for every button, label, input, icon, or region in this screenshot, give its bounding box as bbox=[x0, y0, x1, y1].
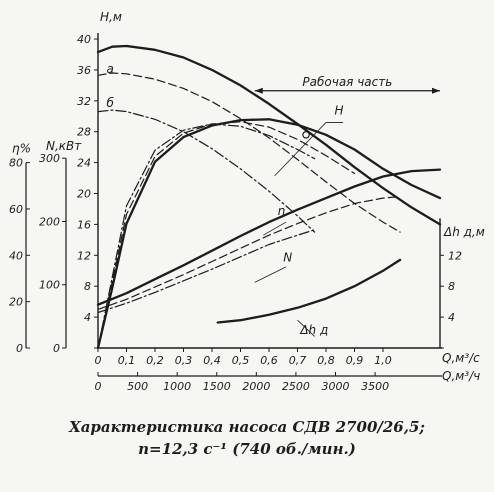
series-line-7 bbox=[97, 196, 401, 310]
arrow-left-head bbox=[254, 87, 263, 94]
y-tick-label: 40 bbox=[77, 33, 91, 46]
power-axis-title: N,кВт bbox=[46, 139, 82, 153]
x2-tick-label: 1500 bbox=[203, 380, 231, 393]
y-tick-label: 4 bbox=[84, 311, 91, 324]
series-line-8 bbox=[97, 229, 316, 314]
curve-label-b: б bbox=[107, 96, 115, 110]
x-tick-label: 0 bbox=[95, 354, 102, 367]
y-axis-title: H,м bbox=[100, 10, 122, 24]
x2-axis-title: Q,м³/ч bbox=[442, 369, 480, 383]
eta-tick-label: 60 bbox=[9, 203, 23, 216]
y-tick-label: 28 bbox=[77, 126, 91, 139]
series-line-0 bbox=[96, 44, 442, 226]
x-tick-label: 0,9 bbox=[346, 354, 364, 367]
curve-label-n: N bbox=[283, 250, 292, 264]
series-line-3 bbox=[96, 118, 442, 350]
y-tick-label: 20 bbox=[77, 188, 91, 201]
curve-label-eta: η bbox=[278, 204, 286, 218]
x2-tick-label: 3500 bbox=[361, 380, 389, 393]
x-tick-label: 1,0 bbox=[374, 354, 392, 367]
x2-tick-label: 2500 bbox=[282, 380, 310, 393]
curves bbox=[96, 44, 442, 350]
y-tick-label: 8 bbox=[84, 280, 91, 293]
eta-tick-label: 80 bbox=[9, 157, 23, 170]
dh-axis-title: Δh д,м bbox=[443, 225, 485, 239]
working-range-label: Рабочая часть bbox=[302, 75, 392, 89]
x2-tick-label: 500 bbox=[127, 380, 148, 393]
x-tick-label: 0,3 bbox=[175, 354, 193, 367]
leader-h bbox=[274, 122, 327, 177]
series-line-9 bbox=[216, 258, 402, 324]
x-tick-label: 0,5 bbox=[232, 354, 250, 367]
power-tick-label: 300 bbox=[39, 152, 60, 165]
eta-tick-label: 0 bbox=[16, 342, 23, 355]
dh-tick-label: 4 bbox=[448, 311, 455, 324]
eta-axis-title: η% bbox=[12, 142, 31, 156]
y-tick-label: 12 bbox=[77, 249, 91, 262]
dh-tick-label: 8 bbox=[448, 280, 455, 293]
x2-tick-label: 1000 bbox=[163, 380, 191, 393]
chart-title: Характеристика насоса СДВ 2700/26,5; bbox=[69, 418, 425, 436]
series-line-5 bbox=[97, 123, 316, 349]
h-curve-marker bbox=[302, 130, 310, 139]
curve-label-dh: Δh д bbox=[299, 323, 328, 337]
x2-tick-label: 3000 bbox=[322, 380, 350, 393]
y-tick-label: 36 bbox=[77, 64, 91, 77]
power-tick-label: 200 bbox=[39, 215, 60, 228]
leader-dh bbox=[297, 319, 315, 337]
x2-tick-label: 0 bbox=[95, 380, 102, 393]
x-tick-label: 0,1 bbox=[118, 354, 136, 367]
curve-label-h: H bbox=[335, 104, 344, 118]
x2-tick-label: 2000 bbox=[242, 380, 270, 393]
x-tick-label: 0,2 bbox=[146, 354, 164, 367]
y-tick-label: 16 bbox=[77, 218, 91, 231]
dh-tick-label: 12 bbox=[448, 249, 462, 262]
arrow-right-head bbox=[432, 87, 440, 94]
eta-tick-label: 40 bbox=[9, 249, 23, 262]
power-tick-label: 0 bbox=[53, 342, 60, 355]
leader-eta bbox=[263, 221, 287, 236]
y-tick-label: 24 bbox=[77, 157, 91, 170]
y-tick-label: 32 bbox=[77, 95, 91, 108]
x-tick-label: 0,6 bbox=[260, 354, 278, 367]
power-tick-label: 100 bbox=[39, 279, 60, 292]
x-tick-label: 0,8 bbox=[317, 354, 335, 367]
series-line-1 bbox=[97, 72, 401, 233]
chart-subtitle: n=12,3 с⁻¹ (740 об./мин.) bbox=[138, 440, 356, 458]
labels: Рабочая часть а б Hη N Δh д bbox=[107, 62, 440, 337]
series-line-6 bbox=[96, 168, 442, 306]
x-axis-title: Q,м³/с bbox=[442, 351, 480, 365]
series-line-2 bbox=[97, 109, 316, 233]
series-line-4 bbox=[97, 121, 356, 349]
leader-n bbox=[254, 266, 287, 283]
x-tick-label: 0,7 bbox=[289, 354, 307, 367]
x-tick-label: 0,4 bbox=[203, 354, 221, 367]
curve-label-a: а bbox=[107, 62, 114, 76]
eta-tick-label: 20 bbox=[9, 296, 23, 309]
